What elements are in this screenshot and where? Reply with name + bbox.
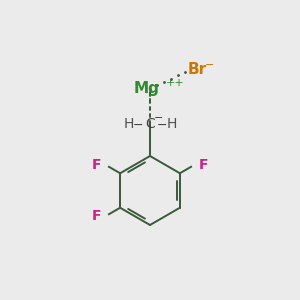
Text: C: C [145,118,155,131]
Text: F: F [92,158,101,172]
Text: Mg: Mg [134,81,159,96]
Text: −: − [157,118,167,132]
Text: H: H [123,118,134,131]
Text: −: − [154,113,164,124]
Text: −: − [133,118,143,132]
Text: H: H [167,118,177,131]
Text: F: F [92,209,101,223]
Text: Br: Br [188,62,207,77]
Text: F: F [199,158,208,172]
Text: −: − [205,60,214,70]
Text: ++: ++ [166,78,185,88]
